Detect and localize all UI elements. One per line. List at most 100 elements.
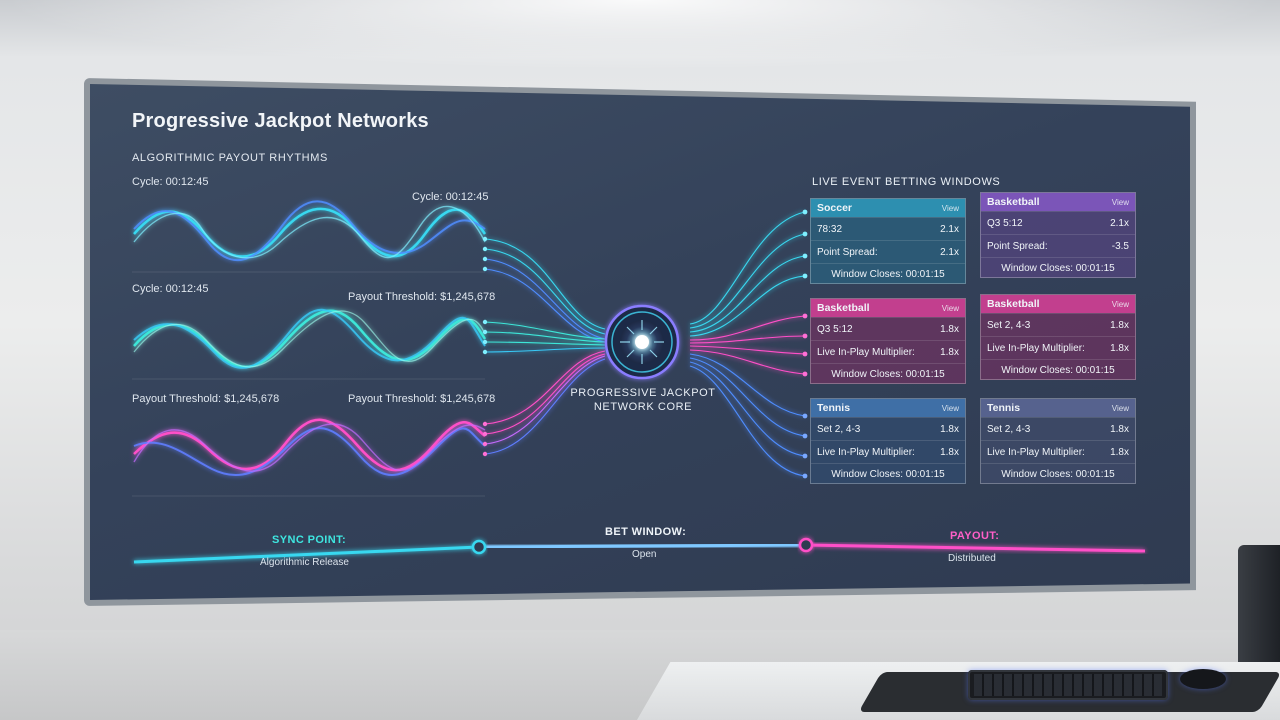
live-events-title: LIVE EVENT BETTING WINDOWS (812, 176, 1001, 188)
core-label: PROGRESSIVE JACKPOT NETWORK CORE (568, 386, 718, 414)
event-card-soccer[interactable]: Soccer View 78:32 2.1x Point Spread: 2.1x W… (810, 198, 966, 284)
event-sport: Soccer (817, 202, 853, 214)
event-card-basketball-2[interactable]: Basketball View Q3 5:12 1.8x Live In-Play … (810, 298, 966, 384)
event-row: Q3 5:12 1.8x (811, 317, 965, 340)
ceiling-light (0, 0, 1280, 70)
bet-window-sub: Open (632, 549, 657, 560)
event-row-value: 1.8x (940, 323, 959, 335)
event-row-label: Live In-Play Multiplier: (817, 346, 915, 358)
network-core-icon (604, 304, 680, 380)
window-closes: Window Closes: 00:01:15 (811, 263, 965, 285)
event-row: Set 2, 4-3 1.8x (981, 417, 1135, 440)
right-connectors (689, 211, 806, 477)
event-row: Point Spread: -3.5 (981, 234, 1135, 257)
wave3-threshold-label: Payout Threshold: $1,245,678 (132, 393, 280, 405)
event-sport: Basketball (817, 302, 870, 314)
event-card-tennis-1[interactable]: Tennis View Set 2, 4-3 1.8x Live In-Play M… (810, 398, 966, 484)
view-link[interactable]: View (1111, 197, 1129, 207)
event-row: Live In-Play Multiplier: 1.8x (981, 440, 1135, 463)
event-card-basketball-1[interactable]: Basketball View Q3 5:12 2.1x Point Spread:… (980, 192, 1136, 278)
window-closes: Window Closes: 00:01:15 (981, 359, 1135, 381)
timeline-sync-node (471, 539, 487, 555)
event-sport: Basketball (987, 298, 1040, 310)
event-row-value: 1.8x (1110, 423, 1129, 435)
left-connector-nodes (482, 236, 488, 457)
event-row-label: Point Spread: (987, 240, 1048, 252)
event-row: Point Spread: 2.1x (811, 240, 965, 263)
event-card-header: Basketball View (981, 193, 1135, 211)
page-title: Progressive Jackpot Networks (132, 110, 429, 132)
core-label-line1: PROGRESSIVE JACKPOT (570, 387, 716, 399)
wave1-cycle-label: Cycle: 00:12:45 (132, 176, 209, 188)
event-row-value: 1.8x (1110, 446, 1129, 458)
event-row: Live In-Play Multiplier: 1.8x (811, 340, 965, 363)
event-row: Set 2, 4-3 1.8x (981, 313, 1135, 336)
event-row: 78:32 2.1x (811, 217, 965, 240)
view-link[interactable]: View (1111, 299, 1129, 309)
view-link[interactable]: View (941, 403, 959, 413)
payout-label: PAYOUT: (950, 530, 1000, 542)
event-row-value: 2.1x (940, 223, 959, 235)
event-card-header: Soccer View (811, 199, 965, 217)
event-row-value: 1.8x (940, 446, 959, 458)
wave-grid (132, 271, 485, 497)
wave-cyan (133, 200, 487, 262)
event-row-label: Live In-Play Multiplier: (987, 446, 1085, 458)
event-row-label: Q3 5:12 (817, 323, 853, 335)
window-closes: Window Closes: 00:01:15 (811, 363, 965, 385)
side-monitor (1238, 545, 1280, 675)
event-row: Q3 5:12 2.1x (981, 211, 1135, 234)
keyboard-icon (968, 670, 1168, 700)
window-closes: Window Closes: 00:01:15 (811, 463, 965, 485)
event-row-value: 1.8x (940, 346, 959, 358)
event-row-label: 78:32 (817, 223, 843, 235)
wave2-threshold-label: Payout Threshold: $1,245,678 (348, 291, 496, 303)
mouse-icon (1180, 669, 1226, 689)
event-card-header: Tennis View (981, 399, 1135, 417)
right-connector-nodes (802, 209, 808, 479)
wave1-cycle-label-right: Cycle: 00:12:45 (412, 191, 489, 203)
wave3-threshold-label-right: Payout Threshold: $1,245,678 (348, 393, 496, 405)
event-card-basketball-3[interactable]: Basketball View Set 2, 4-3 1.8x Live In-Pl… (980, 294, 1136, 380)
event-row: Live In-Play Multiplier: 1.8x (811, 440, 965, 463)
event-row-value: 1.8x (940, 423, 959, 435)
timeline-track (133, 543, 1146, 564)
bet-window-label: BET WINDOW: (605, 526, 687, 538)
window-closes: Window Closes: 00:01:15 (981, 463, 1135, 485)
event-row-value: 2.1x (940, 246, 959, 258)
core-label-line2: NETWORK CORE (593, 401, 693, 413)
event-row-value: -3.5 (1111, 240, 1129, 252)
left-connectors (484, 238, 606, 455)
event-row: Set 2, 4-3 1.8x (811, 417, 965, 440)
timeline-payout-node (798, 537, 814, 553)
event-card-header: Basketball View (981, 295, 1135, 313)
event-card-header: Basketball View (811, 299, 965, 317)
waveform-network-graphic (132, 200, 1146, 564)
view-link[interactable]: View (1111, 403, 1129, 413)
view-link[interactable]: View (941, 203, 959, 213)
event-row-label: Live In-Play Multiplier: (987, 342, 1085, 354)
event-row-label: Q3 5:12 (987, 217, 1023, 229)
event-row-value: 1.8x (1110, 319, 1129, 331)
event-row: Live In-Play Multiplier: 1.8x (981, 336, 1135, 359)
event-sport: Tennis (817, 402, 851, 414)
event-row-value: 2.1x (1110, 217, 1129, 229)
event-row-label: Live In-Play Multiplier: (817, 446, 915, 458)
sync-point-sub: Algorithmic Release (260, 557, 349, 568)
wave-teal (133, 308, 487, 369)
event-sport: Tennis (987, 402, 1021, 414)
sync-point-label: SYNC POINT: (272, 534, 347, 546)
event-row-label: Set 2, 4-3 (817, 423, 861, 435)
event-row-value: 1.8x (1110, 342, 1129, 354)
wave2-cycle-label: Cycle: 00:12:45 (132, 283, 209, 295)
event-row-label: Set 2, 4-3 (987, 319, 1031, 331)
view-link[interactable]: View (941, 303, 959, 313)
window-closes: Window Closes: 00:01:15 (981, 257, 1135, 279)
event-row-label: Set 2, 4-3 (987, 423, 1031, 435)
dashboard-screen: Progressive Jackpot Networks ALGORITHMIC… (90, 84, 1190, 600)
event-sport: Basketball (987, 196, 1040, 208)
wave-magenta (133, 418, 486, 477)
event-row-label: Point Spread: (817, 246, 878, 258)
event-card-tennis-2[interactable]: Tennis View Set 2, 4-3 1.8x Live In-Play M… (980, 398, 1136, 484)
payout-sub: Distributed (948, 553, 996, 564)
